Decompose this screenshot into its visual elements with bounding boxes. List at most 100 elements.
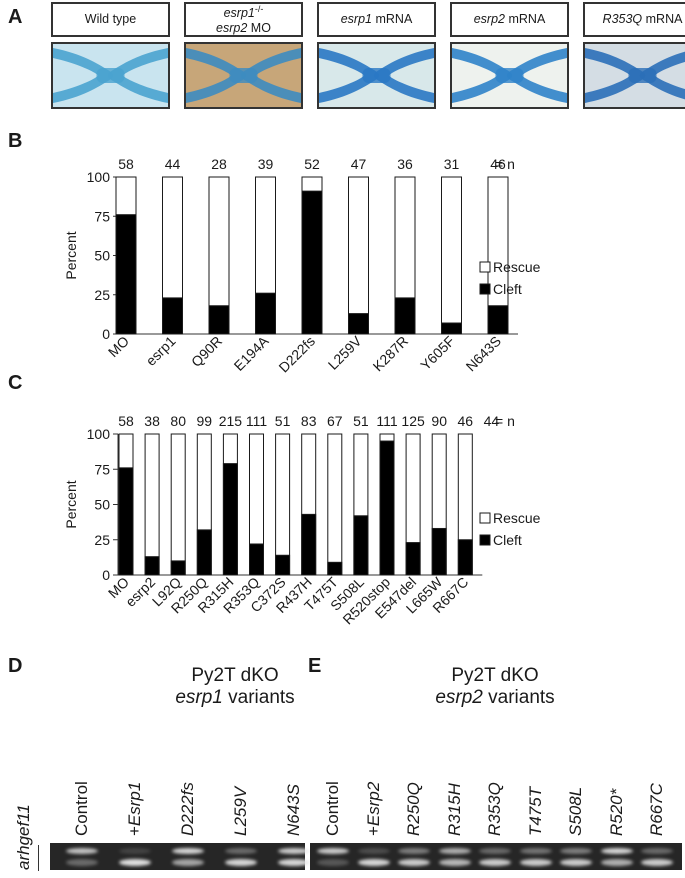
panel-e-title: Py2T dKO esrp2 variants — [395, 665, 595, 709]
n-label: 38 — [144, 413, 160, 429]
bar-cleft — [162, 297, 183, 335]
gel-band-upper — [357, 848, 390, 854]
y-axis-label: Percent — [63, 480, 79, 528]
gel-band-upper — [317, 848, 349, 854]
gel-band-lower — [317, 859, 349, 866]
gel-band-upper — [438, 848, 471, 854]
bar-cleft — [487, 305, 509, 335]
panele-lane-label: Control — [323, 781, 343, 836]
x-tick-label: L259V — [325, 332, 365, 372]
panel-a-photo-3 — [317, 42, 436, 109]
gel-band-upper — [519, 848, 552, 854]
n-label: 44 — [484, 413, 500, 429]
lane-label-variant: L259V — [231, 786, 250, 836]
panel-d-gene-label: arhgef11 — [14, 804, 33, 870]
lane-label-variant: Esrp1 — [125, 781, 144, 827]
lane-label-variant: R315H — [444, 783, 464, 836]
panel-b-letter: B — [8, 130, 23, 152]
panel-d-gel — [50, 843, 310, 870]
bar-cleft — [405, 542, 421, 576]
lane-label-prefix: Control — [72, 781, 91, 836]
x-tick-label: esrp1 — [143, 333, 179, 369]
x-tick-label: E194A — [231, 332, 273, 373]
x-tick-label: Q90R — [188, 333, 225, 370]
lane-label-variant: D222fs — [178, 782, 197, 836]
y-tick-label: 75 — [94, 461, 110, 477]
gel-band-lower — [357, 859, 390, 866]
gel-band-lower — [600, 859, 633, 866]
lane-label-variant: S508L — [566, 786, 585, 836]
bar-cleft — [379, 440, 395, 576]
panel-c-letter: C — [8, 372, 23, 394]
y-axis-label: Percent — [63, 231, 79, 279]
gel-band-upper — [172, 848, 204, 854]
gel-band-lower — [398, 859, 430, 866]
panele-lane-label: R250Q — [404, 782, 424, 836]
panel-a-header-1: Wild type — [51, 2, 170, 37]
panele-lane-label: R315H — [445, 783, 465, 836]
x-tick-label: K287R — [370, 333, 412, 373]
bar-cleft — [301, 513, 317, 576]
bar-cleft — [249, 543, 264, 576]
bar-cleft — [196, 529, 212, 576]
y-tick-label: 50 — [94, 497, 110, 513]
paneld-lane-label: D222fs — [178, 782, 198, 836]
n-label: 36 — [397, 156, 413, 172]
bar-cleft — [327, 561, 343, 576]
lane-label-prefix: + — [125, 826, 144, 836]
n-label: 111 — [376, 413, 397, 429]
legend-label-rescue: Rescue — [493, 259, 541, 275]
gel-band-lower — [560, 859, 592, 866]
panel-e-gel — [310, 843, 682, 870]
panel-a-header-4: esrp2 mRNA — [450, 2, 569, 37]
bar-cleft — [275, 554, 291, 576]
n-label: 58 — [118, 156, 134, 172]
gel-band-lower — [119, 859, 151, 866]
panel-a-header-text: esrp2 mRNA — [473, 12, 546, 27]
n-key-label: = n — [495, 413, 515, 429]
n-label: 31 — [444, 156, 460, 172]
bar-cleft — [255, 292, 276, 335]
panel-a-header-text: esrp1-/- esrp2 MO — [216, 4, 271, 35]
n-label: 80 — [170, 413, 186, 429]
panel-e-letter: E — [308, 655, 322, 677]
bar-cleft — [208, 305, 230, 335]
n-label: 46 — [458, 413, 474, 429]
panel-a-header-3: esrp1 mRNA — [317, 2, 436, 37]
panel-e-title-gene: esrp2 — [435, 687, 483, 708]
n-label: 51 — [353, 413, 369, 429]
y-tick-label: 75 — [94, 208, 110, 224]
gel-band-upper — [600, 848, 633, 854]
gel-band-upper — [398, 848, 430, 854]
gel-band-upper — [479, 848, 511, 854]
panel-a-photo-1 — [51, 42, 170, 109]
panele-lane-label: S508L — [566, 787, 586, 836]
n-label: 39 — [258, 156, 274, 172]
panel-e-title-suffix: variants — [482, 687, 555, 708]
panel-a-photo-5 — [583, 42, 685, 109]
lane-label-prefix: + — [363, 826, 383, 836]
y-tick-label: 100 — [87, 426, 111, 442]
gel-band-lower — [641, 859, 673, 866]
panele-lane-label: +Esrp2 — [364, 782, 384, 836]
n-label: 44 — [165, 156, 181, 172]
lane-label-variant: Esrp2 — [363, 781, 383, 827]
n-label: 51 — [275, 413, 291, 429]
n-label: 52 — [304, 156, 320, 172]
gel-band-upper — [278, 848, 310, 854]
n-key-label: = n — [495, 156, 515, 172]
panel-d-gel-bracket — [38, 845, 39, 871]
panel-d-letter: D — [8, 655, 23, 677]
panel-b-chart: 0255075100Percent58MO44esrp128Q90R39E194… — [63, 156, 541, 373]
bar-rescue — [275, 433, 291, 576]
panele-lane-label: R520* — [607, 789, 627, 836]
bar-cleft — [441, 322, 462, 335]
lane-label-variant: R250Q — [404, 782, 423, 836]
panel-a-header-5: R353Q mRNA — [583, 2, 685, 37]
legend-swatch-cleft — [479, 283, 491, 295]
bar-cleft — [170, 560, 186, 576]
n-label: 83 — [301, 413, 317, 429]
bar-cleft — [222, 463, 238, 576]
panel-a-header-text: R353Q mRNA — [602, 12, 683, 27]
lane-label-variant: R667C — [647, 783, 666, 836]
